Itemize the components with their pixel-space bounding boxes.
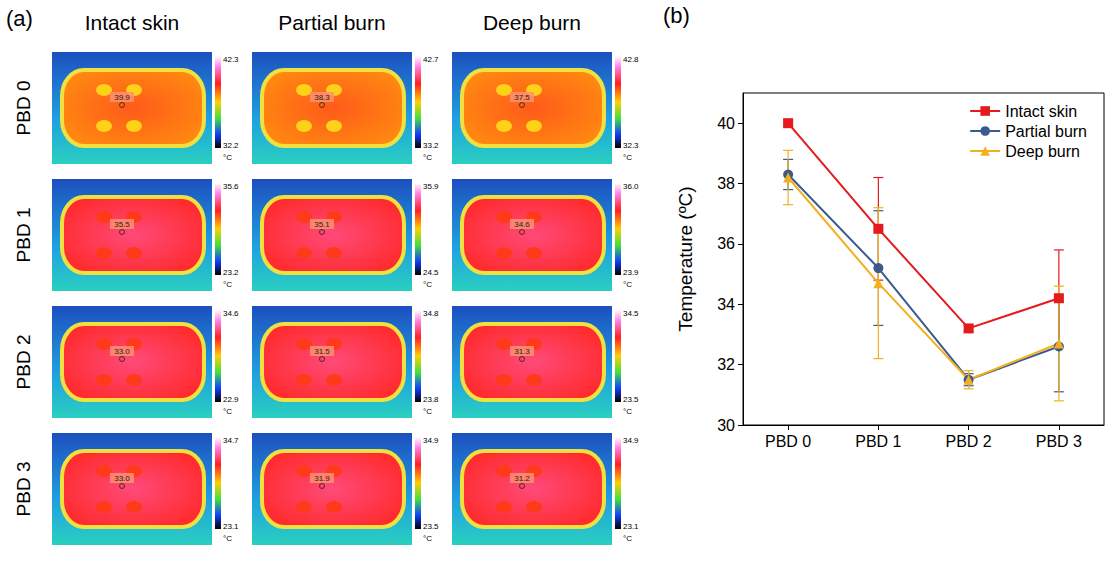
svg-text:Deep burn: Deep burn: [1005, 143, 1080, 160]
svg-text:PBD 3: PBD 3: [13, 462, 34, 517]
svg-text:38.3: 38.3: [314, 93, 330, 102]
svg-text:31.3: 31.3: [514, 347, 530, 356]
svg-text:PBD 1: PBD 1: [13, 208, 34, 263]
svg-text:32.3: 32.3: [623, 141, 639, 150]
svg-text:36.0: 36.0: [623, 182, 639, 191]
svg-text:35.6: 35.6: [223, 182, 239, 191]
svg-text:PBD 2: PBD 2: [13, 335, 34, 390]
svg-text:PBD 1: PBD 1: [855, 433, 901, 450]
svg-text:32.2: 32.2: [223, 141, 239, 150]
svg-text:34.6: 34.6: [223, 309, 239, 318]
svg-text:°C: °C: [423, 280, 432, 289]
svg-text:34.8: 34.8: [423, 309, 439, 318]
svg-text:23.9: 23.9: [623, 268, 639, 277]
svg-text:32: 32: [717, 356, 735, 373]
svg-text:PBD 2: PBD 2: [946, 433, 992, 450]
svg-text:Temperature (ºC): Temperature (ºC): [675, 186, 696, 331]
svg-text:°C: °C: [223, 534, 232, 543]
svg-text:Intact skin: Intact skin: [85, 11, 180, 34]
svg-text:22.9: 22.9: [223, 395, 239, 404]
svg-text:34.9: 34.9: [623, 436, 639, 445]
svg-text:23.1: 23.1: [623, 522, 639, 531]
svg-text:°C: °C: [223, 153, 232, 162]
svg-text:40: 40: [717, 115, 735, 132]
svg-text:23.8: 23.8: [423, 395, 439, 404]
svg-text:36: 36: [717, 235, 735, 252]
svg-text:23.2: 23.2: [223, 268, 239, 277]
svg-text:23.5: 23.5: [423, 522, 439, 531]
svg-text:°C: °C: [423, 534, 432, 543]
svg-text:°C: °C: [423, 153, 432, 162]
svg-text:°C: °C: [623, 407, 632, 416]
svg-text:30: 30: [717, 417, 735, 434]
svg-text:34.6: 34.6: [514, 220, 530, 229]
svg-text:PBD 0: PBD 0: [13, 81, 34, 136]
svg-text:39.9: 39.9: [114, 93, 130, 102]
svg-text:38: 38: [717, 175, 735, 192]
svg-text:PBD 3: PBD 3: [1036, 433, 1082, 450]
svg-text:23.5: 23.5: [623, 395, 639, 404]
svg-text:PBD 0: PBD 0: [765, 433, 811, 450]
svg-text:33.2: 33.2: [423, 141, 439, 150]
svg-text:°C: °C: [423, 407, 432, 416]
svg-text:42.7: 42.7: [423, 55, 439, 64]
svg-text:(a): (a): [6, 6, 33, 31]
svg-text:31.5: 31.5: [314, 347, 330, 356]
svg-text:33.0: 33.0: [114, 347, 130, 356]
svg-text:42.8: 42.8: [623, 55, 639, 64]
svg-text:23.1: 23.1: [223, 522, 239, 531]
svg-text:Intact skin: Intact skin: [1005, 103, 1077, 120]
svg-text:31.9: 31.9: [314, 474, 330, 483]
svg-text:42.3: 42.3: [223, 55, 239, 64]
svg-text:34.7: 34.7: [223, 436, 239, 445]
svg-text:Partial burn: Partial burn: [278, 11, 385, 34]
svg-text:°C: °C: [223, 280, 232, 289]
svg-text:35.5: 35.5: [114, 220, 130, 229]
svg-text:34.5: 34.5: [623, 309, 639, 318]
svg-text:34: 34: [717, 296, 735, 313]
svg-text:24.5: 24.5: [423, 268, 439, 277]
svg-text:°C: °C: [623, 280, 632, 289]
svg-text:35.9: 35.9: [423, 182, 439, 191]
svg-text:(b): (b): [663, 3, 690, 28]
svg-text:35.1: 35.1: [314, 220, 330, 229]
svg-text:°C: °C: [223, 407, 232, 416]
svg-text:°C: °C: [623, 153, 632, 162]
svg-text:33.0: 33.0: [114, 474, 130, 483]
svg-text:37.5: 37.5: [514, 93, 530, 102]
svg-text:34.9: 34.9: [423, 436, 439, 445]
svg-text:Partial burn: Partial burn: [1005, 123, 1087, 140]
svg-text:°C: °C: [623, 534, 632, 543]
svg-text:Deep burn: Deep burn: [483, 11, 581, 34]
svg-text:31.2: 31.2: [514, 474, 530, 483]
